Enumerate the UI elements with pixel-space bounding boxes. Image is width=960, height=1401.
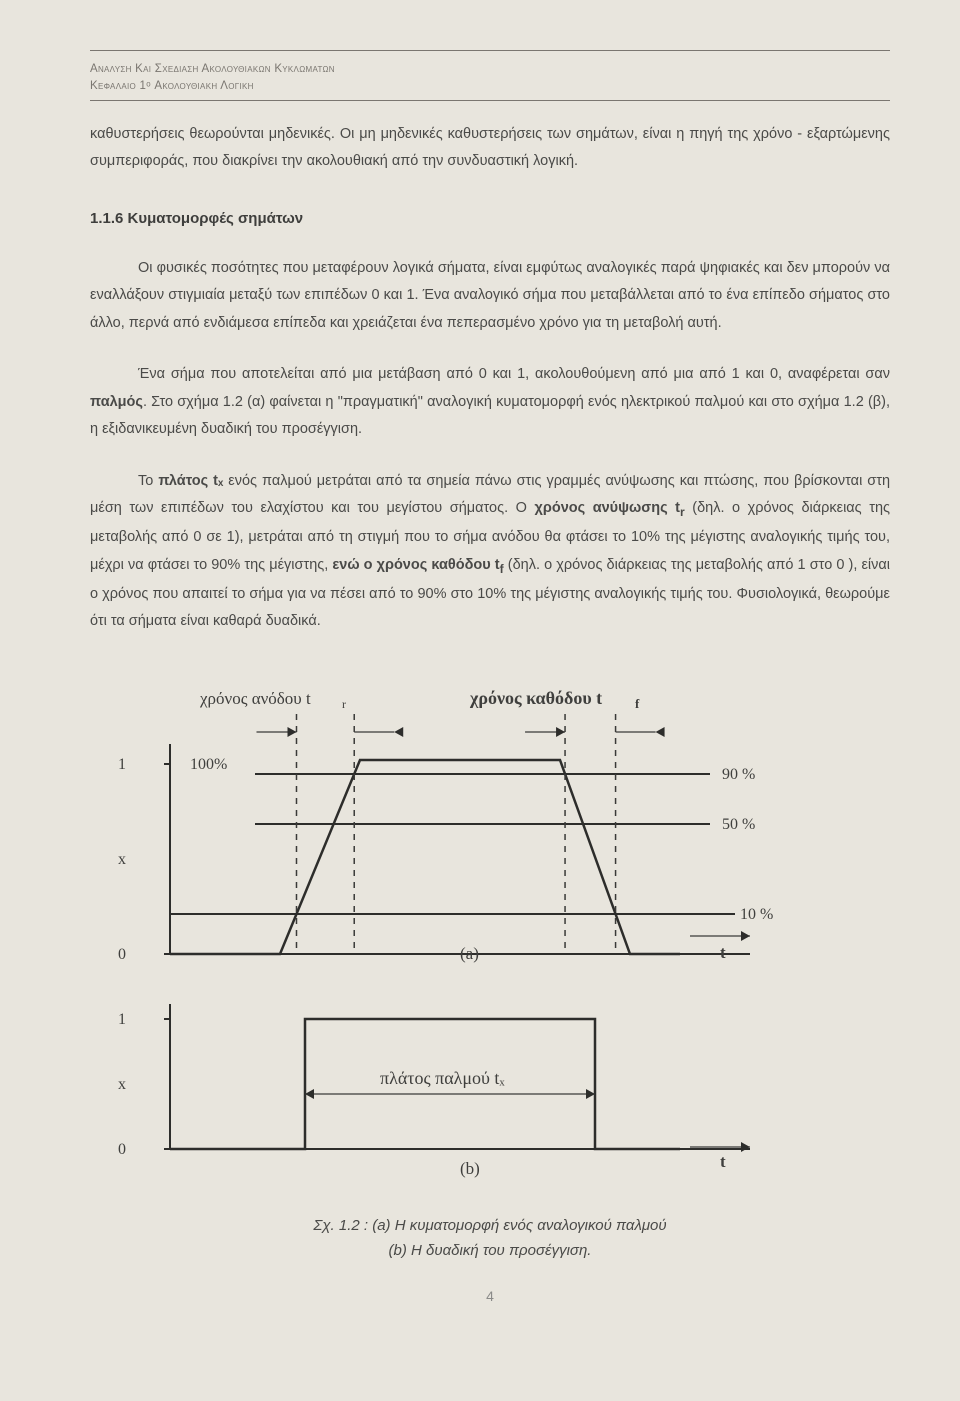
p2-part-c: . Στο σχήμα 1.2 (α) φαίνεται η "πραγματι… — [90, 394, 890, 438]
svg-text:t: t — [720, 943, 726, 962]
svg-text:90 %: 90 % — [722, 766, 755, 783]
paragraph-2: Ένα σήμα που αποτελείται από μια μετάβασ… — [90, 361, 890, 444]
intro-paragraph: καθυστερήσεις θεωρούνται μηδενικές. Οι μ… — [90, 121, 890, 176]
svg-text:χρόνος καθόδου t: χρόνος καθόδου t — [469, 688, 602, 708]
svg-text:(b): (b) — [460, 1159, 480, 1178]
svg-text:0: 0 — [118, 1141, 126, 1158]
p2-part-a: Ένα σήμα που αποτελείται από μια μετάβασ… — [138, 366, 890, 382]
paragraph-3: Το πλάτος tₓ ενός παλμού μετράται από τα… — [90, 468, 890, 636]
paragraph-1: Οι φυσικές ποσότητες που μεταφέρουν λογι… — [90, 255, 890, 338]
svg-text:f: f — [635, 696, 640, 711]
svg-text:50 %: 50 % — [722, 816, 755, 833]
svg-text:x: x — [118, 851, 126, 868]
figure-svg: 1 x 0 100% 90 % 50 % 10 % t χρόνος ανόδου t χρόνο… — [90, 674, 790, 1194]
p3-bold-rise: χρόνος ανύψωσης tr — [535, 500, 685, 516]
p3-a: Το — [138, 473, 158, 489]
figure-caption: Σχ. 1.2 : (a) Η κυματομορφή ενός αναλογι… — [90, 1213, 890, 1264]
svg-text:t: t — [720, 1152, 726, 1171]
p2-bold-palmos: παλμός — [90, 394, 143, 410]
svg-text:1: 1 — [118, 1011, 126, 1028]
section-heading: 1.1.6 Κυματομορφές σημάτων — [90, 210, 890, 227]
running-head: Αναλυση Και Σχεδιαση Ακολουθιακων Κυκλωμ… — [90, 50, 890, 101]
svg-text:1: 1 — [118, 756, 126, 773]
svg-text:x: x — [118, 1076, 126, 1093]
p3-bold-platos: πλάτος tₓ — [158, 473, 223, 489]
svg-text:10 %: 10 % — [740, 906, 773, 923]
running-head-line2: Κεφαλαιο 1ᵒ Ακολουθιακη Λογικη — [90, 78, 890, 95]
caption-line1: Σχ. 1.2 : (a) Η κυματομορφή ενός αναλογι… — [313, 1217, 666, 1234]
svg-text:r: r — [342, 697, 346, 711]
svg-text:100%: 100% — [190, 756, 227, 773]
svg-text:χρόνος ανόδου t: χρόνος ανόδου t — [199, 689, 311, 708]
svg-text:πλάτος παλμού tₓ: πλάτος παλμού tₓ — [380, 1068, 505, 1088]
svg-text:0: 0 — [118, 946, 126, 963]
svg-text:(a): (a) — [460, 944, 479, 963]
page-number: 4 — [90, 1288, 890, 1304]
caption-line2: (b) Η δυαδική του προσέγγιση. — [389, 1242, 592, 1259]
p3-bold-fall: ενώ ο χρόνος καθόδου tf — [332, 557, 503, 573]
running-head-line1: Αναλυση Και Σχεδιαση Ακολουθιακων Κυκλωμ… — [90, 61, 890, 78]
figure-1-2: 1 x 0 100% 90 % 50 % 10 % t χρόνος ανόδου t χρόνο… — [90, 674, 890, 1264]
